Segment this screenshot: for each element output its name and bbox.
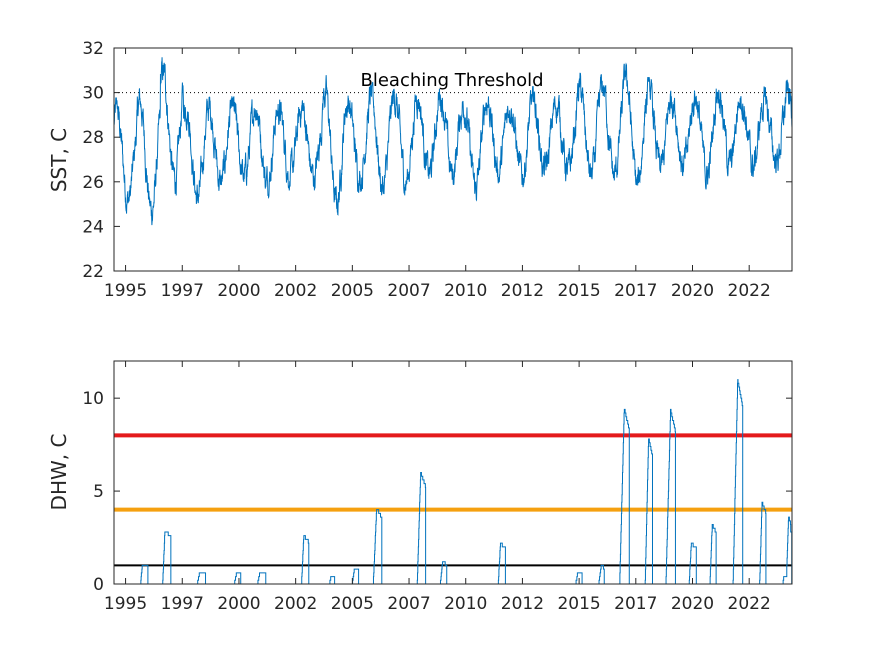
sst-axes-box [113, 47, 793, 272]
dhw-x-tick-label: 2020 [671, 594, 714, 614]
dhw-x-tick-label: 2002 [274, 594, 317, 614]
sst-y-ticks: 22 24 26 28 30 32 [82, 39, 792, 282]
dhw-x-tick-label: 2005 [331, 594, 374, 614]
dhw-x-tick-label: 2010 [444, 594, 487, 614]
sst-x-tick-label: 2020 [671, 281, 714, 301]
dhw-plot-area [114, 361, 792, 584]
dhw-x-tick-label: 1997 [161, 594, 204, 614]
sst-x-tick-label: 2010 [444, 281, 487, 301]
dhw-y-tick-label: 10 [82, 389, 104, 409]
sst-x-tick-label: 1995 [104, 281, 147, 301]
dhw-x-tick-label: 2000 [217, 594, 260, 614]
dhw-x-tick-label: 2017 [614, 594, 657, 614]
sst-y-tick-label: 26 [82, 173, 104, 193]
sst-y-tick-label: 24 [82, 217, 104, 237]
dhw-reference-lines [114, 433, 792, 567]
dhw-axes-box [113, 360, 793, 585]
dhw-x-tick-label: 2015 [557, 594, 600, 614]
dhw-y-tick-label: 5 [93, 482, 104, 502]
sst-x-tick-label: 2002 [274, 281, 317, 301]
sst-x-tick-label: 2022 [728, 281, 771, 301]
dhw-axes: 0 5 10 1995 1997 2000 2002 2005 2007 2010 2012 201… [47, 360, 793, 614]
dhw-y-ticks: 0 5 10 [82, 389, 792, 595]
dhw-x-tick-label: 2007 [387, 594, 430, 614]
sst-y-tick-label: 32 [82, 39, 104, 59]
dhw-y-tick-label: 0 [93, 575, 104, 595]
sst-x-tick-label: 2000 [217, 281, 260, 301]
dhw-x-tick-label: 2022 [728, 594, 771, 614]
bleaching-threshold-label: Bleaching Threshold [360, 70, 543, 91]
sst-y-tick-label: 30 [82, 84, 104, 104]
sst-x-tick-label: 2012 [501, 281, 544, 301]
dhw-y-axis-label: DHW, C [47, 434, 71, 511]
sst-y-tick-label: 28 [82, 128, 104, 148]
sst-x-tick-label: 2005 [331, 281, 374, 301]
dhw-x-tick-label: 2012 [501, 594, 544, 614]
sst-x-tick-label: 2015 [557, 281, 600, 301]
sst-series-line [113, 57, 793, 226]
dhw-x-ticks: 1995 1997 2000 2002 2005 2007 2010 2012 2015 2017… [104, 361, 771, 614]
sst-y-tick-label: 22 [82, 262, 104, 282]
sst-x-tick-label: 1997 [161, 281, 204, 301]
sst-x-ticks: 1995 1997 2000 2002 2005 2007 2010 2012 2015 2017… [104, 48, 771, 301]
sst-y-axis-label: SST, C [47, 128, 71, 192]
sst-x-tick-label: 2017 [614, 281, 657, 301]
dhw-x-tick-label: 1995 [104, 594, 147, 614]
sst-x-tick-label: 2007 [387, 281, 430, 301]
